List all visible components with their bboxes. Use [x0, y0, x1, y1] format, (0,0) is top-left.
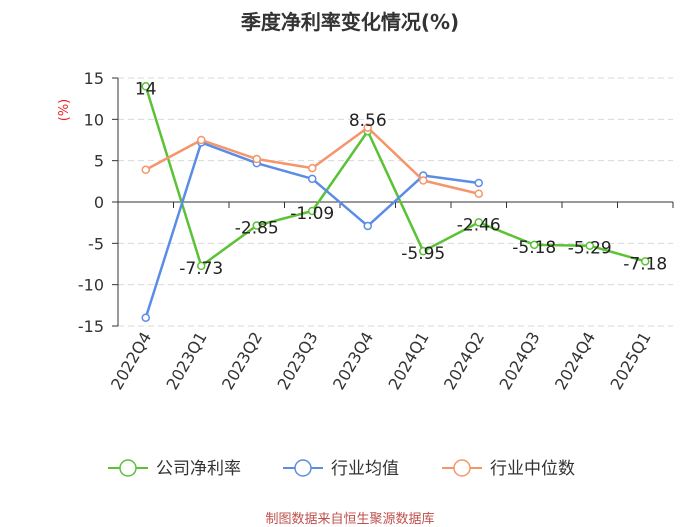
legend-marker [119, 459, 137, 477]
y-tick-label: -5 [88, 234, 104, 253]
data-label: -5.29 [568, 239, 612, 259]
data-source-footer: 制图数据来自恒生聚源数据库 [265, 512, 435, 527]
x-tick-label: 2023Q1 [163, 329, 211, 393]
data-point [419, 246, 428, 256]
y-tick-label: 10 [84, 110, 104, 129]
data-point [141, 165, 150, 175]
data-point [363, 123, 372, 132]
y-tick-label: -10 [78, 276, 104, 295]
data-point [585, 241, 594, 250]
data-label: -7.73 [179, 259, 223, 279]
data-point [474, 189, 483, 198]
data-point [197, 135, 206, 145]
x-tick-label: 2023Q3 [274, 329, 322, 393]
legend-label: 公司净利率 [156, 459, 241, 479]
data-label: -1.09 [290, 204, 334, 224]
legend-label: 行业均值 [331, 459, 399, 479]
legend-marker [453, 459, 471, 477]
x-tick-label: 2022Q4 [107, 329, 155, 393]
data-label: -2.46 [457, 215, 501, 235]
data-label: -2.85 [235, 219, 279, 239]
data-point [474, 178, 483, 188]
data-label: -7.18 [623, 254, 667, 274]
data-point [308, 163, 317, 173]
data-point [308, 206, 317, 216]
data-point [141, 313, 150, 322]
data-point [252, 154, 261, 164]
legend-marker [294, 459, 312, 477]
x-tick-label: 2025Q1 [607, 329, 655, 393]
data-point [252, 221, 261, 230]
data-point [141, 82, 150, 91]
y-tick-label: 0 [94, 193, 104, 212]
data-point [474, 218, 483, 227]
series-line-0 [144, 85, 646, 268]
data-label: -5.95 [401, 244, 445, 264]
data-point [363, 221, 372, 231]
data-point [419, 176, 428, 185]
legend-label: 行业中位数 [490, 459, 575, 479]
x-tick-label: 2023Q4 [329, 329, 377, 393]
y-axis-title: (%) [57, 99, 72, 122]
x-tick-label: 2024Q1 [385, 329, 433, 393]
data-point [641, 257, 650, 266]
chart-title: 季度净利率变化情况(%) [240, 10, 460, 34]
y-tick-label: 5 [94, 152, 104, 171]
data-label: -5.18 [512, 238, 556, 258]
x-tick-label: 2023Q2 [218, 329, 266, 393]
x-tick-label: 2024Q4 [551, 329, 599, 393]
x-tick-label: 2024Q3 [496, 329, 544, 393]
x-tick-label: 2024Q2 [440, 329, 488, 393]
data-point [530, 240, 539, 250]
y-tick-label: 15 [84, 69, 104, 88]
y-tick-label: -15 [78, 317, 104, 336]
data-point [308, 174, 317, 184]
data-label: 8.56 [349, 111, 387, 131]
data-label: 14 [135, 79, 157, 99]
data-point [197, 261, 206, 271]
